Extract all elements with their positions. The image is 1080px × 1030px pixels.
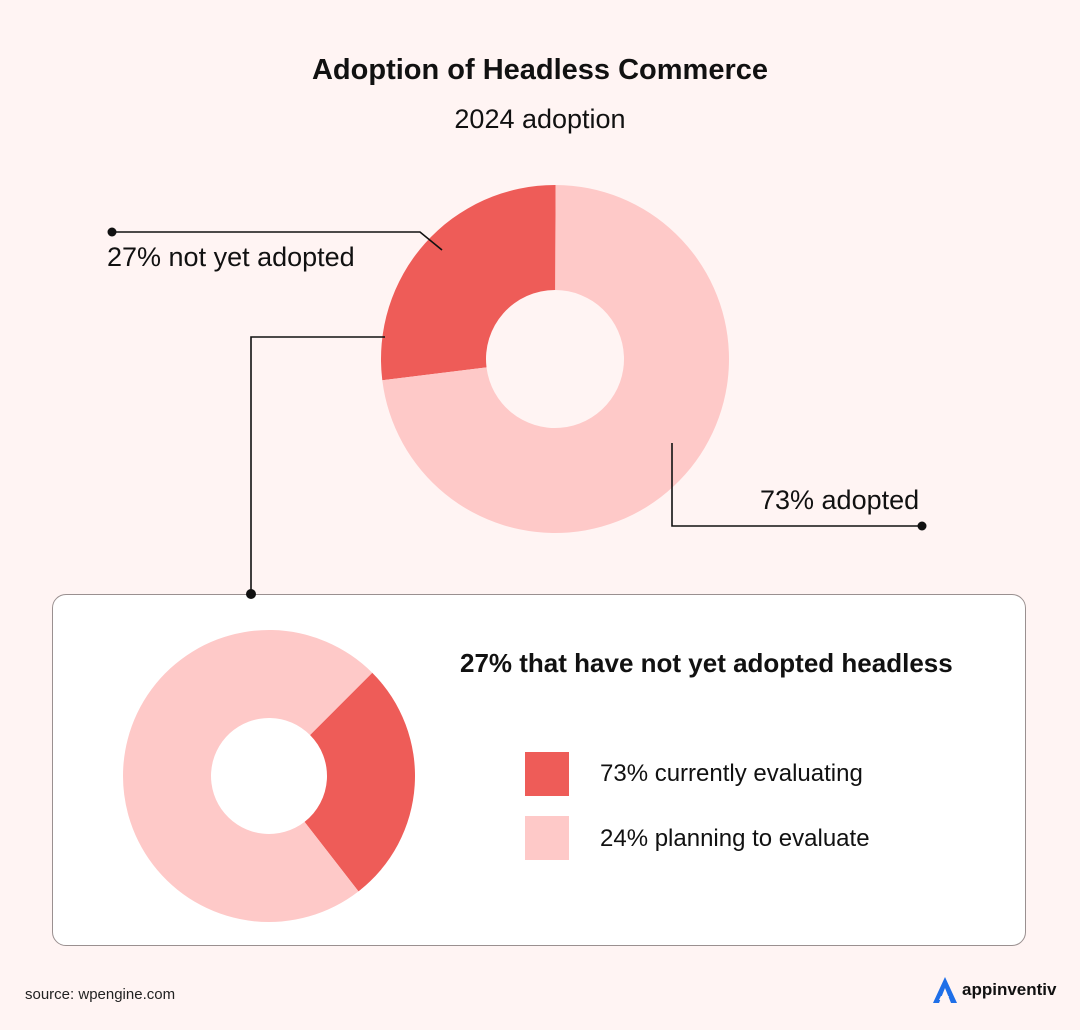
main-donut-slice-0 — [381, 184, 556, 381]
leader-line-not-adopted — [112, 231, 443, 251]
callout-not-adopted: 27% not yet adopted — [107, 242, 355, 272]
leader-dot-detail — [246, 589, 256, 599]
leader-line-detail — [250, 336, 385, 594]
leader-line-adopted — [671, 443, 922, 527]
legend-swatch-evaluating — [525, 752, 569, 796]
source-note: source: wpengine.com — [25, 986, 176, 1003]
legend-label-evaluating: 73% currently evaluating — [600, 760, 863, 787]
detail-donut-slice-0 — [304, 672, 415, 892]
callout-adopted: 73% adopted — [760, 485, 920, 515]
logo-text: appinventiv — [962, 980, 1057, 999]
leader-dot-not-adopted — [107, 227, 117, 237]
legend-swatch-planning — [525, 816, 569, 860]
main-donut-chart — [381, 184, 729, 534]
legend-label-planning: 24% planning to evaluate — [600, 825, 870, 852]
detail-title: 27% that have not yet adopted headless — [460, 648, 953, 678]
chart-title: Adoption of Headless Commerce — [311, 54, 769, 86]
main-donut-slice-1 — [382, 185, 729, 534]
brand-logo: appinventiv — [932, 976, 1056, 1004]
detail-donut-slice-1 — [122, 629, 373, 923]
appinventiv-logo-icon — [933, 977, 957, 1003]
leader-dot-adopted — [917, 521, 927, 531]
chart-subtitle: 2024 adoption — [454, 104, 626, 134]
detail-donut-chart — [122, 629, 415, 923]
